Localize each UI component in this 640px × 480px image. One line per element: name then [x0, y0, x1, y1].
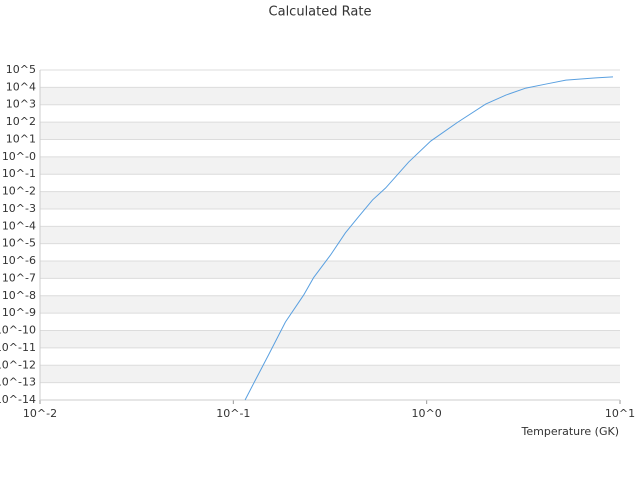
x-axis-label: Temperature (GK) [521, 425, 620, 438]
x-tick-label: 10^-2 [23, 407, 57, 420]
grid-band [40, 365, 620, 383]
y-tick-label: 10^-9 [2, 306, 36, 319]
y-tick-label: 10^-1 [2, 167, 36, 180]
y-tick-label: 10^-0 [2, 150, 36, 163]
y-tick-label: 10^-7 [2, 271, 36, 284]
y-tick-label: 10^-5 [2, 237, 36, 250]
x-tick-label: 10^-1 [216, 407, 250, 420]
y-tick-label: 10^-6 [2, 254, 36, 267]
y-tick-label: 10^-14 [0, 393, 36, 406]
y-tick-label: 10^-12 [0, 358, 36, 371]
y-tick-label: 10^-4 [2, 219, 36, 232]
grid-band [40, 122, 620, 140]
y-tick-label: 10^1 [6, 132, 36, 145]
y-tick-label: 10^-10 [0, 324, 36, 337]
y-tick-label: 10^-2 [2, 185, 36, 198]
grid-band [40, 156, 620, 175]
series-line [244, 76, 614, 401]
y-tick-label: 10^3 [6, 98, 36, 111]
y-tick-label: 10^5 [6, 63, 36, 76]
grid-band [40, 191, 620, 209]
grid-band [40, 226, 620, 244]
grid-band [40, 261, 620, 279]
grid-band [40, 87, 620, 105]
y-tick-label: 10^-8 [2, 289, 36, 302]
x-tick-label: 10^1 [605, 407, 635, 420]
chart-title: Calculated Rate [269, 5, 372, 20]
y-tick-label: 10^4 [6, 80, 36, 93]
y-tick-label: 10^2 [6, 115, 36, 128]
grid-band [40, 330, 620, 348]
y-tick-label: 10^-11 [0, 341, 36, 354]
y-tick-label: 10^-13 [0, 376, 36, 389]
grid-band [40, 295, 620, 314]
y-tick-label: 10^-3 [2, 202, 36, 215]
x-tick-label: 10^0 [412, 407, 442, 420]
